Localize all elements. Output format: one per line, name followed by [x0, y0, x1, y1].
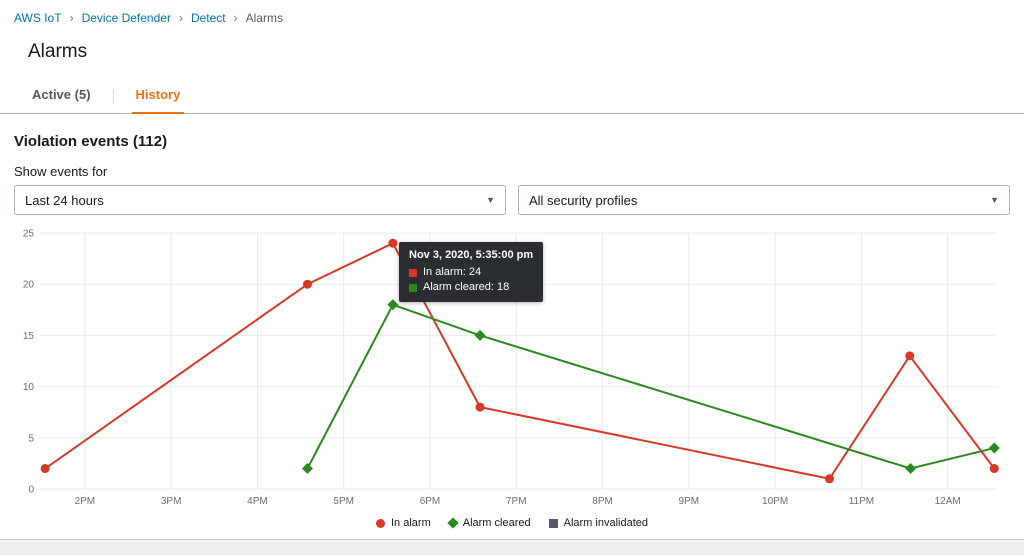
chevron-down-icon: ▼ [990, 195, 999, 205]
security-profiles-value: All security profiles [529, 192, 638, 208]
show-events-for-label: Show events for [14, 164, 108, 179]
filters-row: Last 24 hours ▼ All security profiles ▼ [0, 185, 1024, 215]
in-alarm-marker-icon [376, 518, 385, 528]
tab-active[interactable]: Active (5) [32, 87, 91, 102]
time-range-select[interactable]: Last 24 hours ▼ [14, 185, 506, 215]
svg-text:3PM: 3PM [161, 496, 182, 507]
svg-text:8PM: 8PM [592, 496, 613, 507]
breadcrumb-separator-icon: › [69, 11, 74, 25]
footer-strip [0, 539, 1024, 555]
chevron-down-icon: ▼ [486, 195, 495, 205]
tab-history[interactable]: History [131, 87, 185, 114]
tab-divider [112, 90, 114, 104]
in-alarm-swatch-icon [409, 268, 417, 277]
security-profiles-select[interactable]: All security profiles ▼ [518, 185, 1010, 215]
svg-text:6PM: 6PM [420, 496, 441, 507]
svg-text:20: 20 [23, 280, 35, 291]
legend-label-alarm-invalidated: Alarm invalidated [563, 517, 648, 529]
breadcrumb-current-alarms: Alarms [245, 11, 283, 25]
svg-text:7PM: 7PM [506, 496, 527, 507]
svg-text:12AM: 12AM [935, 496, 961, 507]
alarm-cleared-marker-icon [447, 517, 459, 529]
svg-text:10PM: 10PM [762, 496, 788, 507]
legend-item-alarm-cleared[interactable]: Alarm cleared [447, 517, 531, 529]
svg-text:5: 5 [28, 433, 34, 444]
breadcrumb-separator-icon: › [178, 11, 183, 25]
time-range-value: Last 24 hours [25, 192, 104, 208]
breadcrumb-link-detect[interactable]: Detect [190, 11, 226, 25]
legend-item-in-alarm[interactable]: In alarm [376, 517, 431, 529]
svg-text:5PM: 5PM [333, 496, 354, 507]
breadcrumb: AWS IoT › Device Defender › Detect › Ala… [0, 0, 1024, 31]
legend-label-alarm-cleared: Alarm cleared [462, 517, 531, 529]
svg-text:9PM: 9PM [679, 496, 700, 507]
svg-text:10: 10 [23, 382, 35, 393]
svg-text:2PM: 2PM [75, 496, 96, 507]
legend-label-in-alarm: In alarm [391, 517, 431, 529]
tooltip-row-alarm-cleared: Alarm cleared: 18 [409, 280, 533, 295]
svg-text:0: 0 [28, 485, 34, 496]
tooltip-in-alarm-label: In alarm: 24 [423, 266, 482, 278]
chart-legend: In alarm Alarm cleared Alarm invalidated [0, 515, 1024, 531]
svg-text:4PM: 4PM [247, 496, 268, 507]
legend-item-alarm-invalidated[interactable]: Alarm invalidated [548, 517, 648, 529]
breadcrumb-link-aws-iot[interactable]: AWS IoT [14, 11, 62, 25]
svg-text:25: 25 [23, 229, 35, 240]
svg-text:15: 15 [23, 331, 35, 342]
tooltip-title: Nov 3, 2020, 5:35:00 pm [409, 249, 534, 261]
alarm-cleared-swatch-icon [409, 283, 417, 292]
violation-events-chart[interactable]: 0 5 10 15 20 25 2PM 3PM 4PM 5PM 6PM 7PM 8PM 9PM 10PM 11… [14, 223, 1010, 515]
tabs: Active (5) History [0, 87, 1024, 114]
tooltip-row-in-alarm: In alarm: 24 [409, 265, 533, 280]
alarm-invalidated-marker-icon [548, 518, 558, 528]
tooltip-alarm-cleared-label: Alarm cleared: 18 [423, 281, 510, 293]
breadcrumb-link-device-defender[interactable]: Device Defender [81, 11, 171, 25]
breadcrumb-separator-icon: › [233, 11, 238, 25]
page-title: Alarms [28, 41, 88, 62]
chart-tooltip: Nov 3, 2020, 5:35:00 pm In alarm: 24 Ala… [399, 242, 544, 302]
svg-text:11PM: 11PM [849, 496, 874, 507]
section-title: Violation events (112) [14, 133, 168, 150]
